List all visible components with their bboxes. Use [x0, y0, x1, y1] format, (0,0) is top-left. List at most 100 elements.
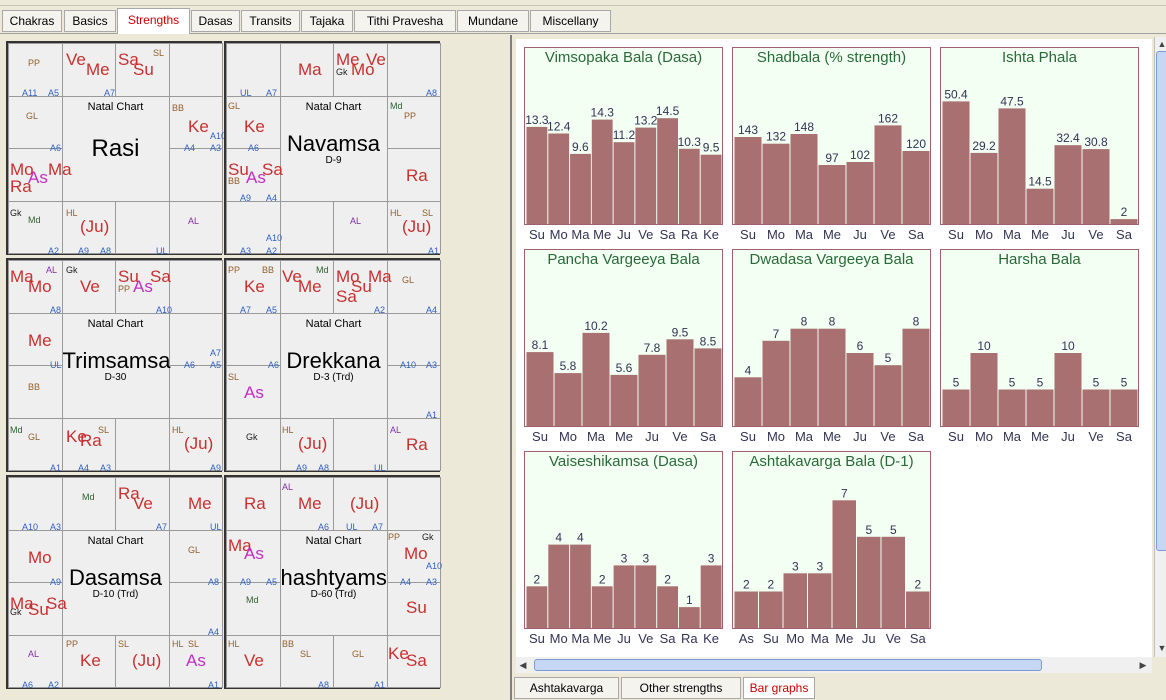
chart-hashtyams[interactable]: Natal Chart hashtyams D-60 (Trd) Ra AL Me (Ju)… — [224, 475, 442, 690]
bar-value-label: 2 — [743, 578, 750, 592]
bar-category-label: Ve — [886, 631, 901, 646]
bottom-tab-other-strengths[interactable]: Other strengths — [621, 677, 741, 699]
tab-tithi-pravesha[interactable]: Tithi Pravesha — [354, 10, 456, 32]
chart-house-cell[interactable] — [226, 529, 281, 583]
chart-house-cell[interactable] — [168, 148, 223, 202]
chart-drekkana[interactable]: Natal Chart Drekkana D-3 (Trd) PP BB Ke Ve Md Me… — [224, 258, 441, 473]
chart-house-cell[interactable] — [8, 634, 63, 688]
chart-house-cell[interactable] — [61, 477, 116, 531]
chart-house-cell[interactable] — [8, 312, 63, 366]
chart-trimsamsa[interactable]: Natal Chart Trimsamsa D-30 Ma AL Mo Gk Ve Su Sa PP… — [6, 258, 223, 473]
chart-house-cell[interactable] — [168, 634, 223, 688]
chart-house-cell[interactable] — [168, 529, 223, 583]
arudha-label: A5 — [266, 305, 278, 315]
chart-house-cell[interactable] — [168, 43, 223, 97]
chart-house-cell[interactable] — [386, 312, 441, 366]
scroll-left-icon[interactable]: ◀ — [519, 660, 527, 670]
chart-rasi[interactable]: Natal Chart Rasi PP Ve Me Sa Su SL A11 A5 A7 GL BB Ke… — [6, 41, 226, 256]
upagraha-label: GL — [402, 275, 415, 285]
chart-house-cell[interactable] — [386, 200, 441, 254]
upagraha-label: BB — [228, 176, 241, 186]
chart-house-cell[interactable] — [8, 200, 63, 254]
chart-house-cell[interactable] — [333, 43, 388, 97]
chart-house-cell[interactable] — [61, 417, 116, 471]
bar — [902, 328, 930, 426]
chart-navamsa[interactable]: Natal Chart Navamsa D-9 Ma Me Ve Gk Mo UL A7 A8 GL K… — [224, 41, 441, 256]
bar — [700, 565, 722, 628]
chart-house-cell[interactable] — [279, 477, 334, 531]
planet-label: Ke — [188, 117, 209, 136]
chart-house-cell[interactable] — [386, 148, 441, 202]
chart-house-cell[interactable] — [226, 417, 281, 471]
planet-label: Mo — [404, 544, 428, 563]
chart-house-cell[interactable] — [279, 260, 334, 314]
chart-dasamsa[interactable]: Natal Chart Dasamsa D-10 (Trd) Md Ra Ve Me A10 A… — [6, 475, 223, 690]
bar-value-label: 13.2 — [634, 114, 658, 128]
chart-house-cell[interactable] — [8, 417, 63, 471]
tab-dasas[interactable]: Dasas — [191, 10, 240, 32]
horizontal-scrollbar[interactable]: ◀ ▶ — [516, 657, 1152, 673]
tab-tajaka[interactable]: Tajaka — [301, 10, 353, 32]
bar-category-label: Sa — [1116, 227, 1133, 242]
bar-category-label: Ve — [638, 227, 653, 242]
chart-house-cell[interactable] — [279, 200, 334, 254]
scroll-right-icon[interactable]: ▶ — [1139, 660, 1147, 670]
chart-house-cell[interactable] — [8, 95, 63, 149]
planet-label: As — [244, 544, 264, 563]
chart-house-cell[interactable] — [115, 634, 170, 688]
chart-house-cell[interactable] — [115, 477, 170, 531]
chart-title: Natal Chart — [305, 534, 362, 547]
tab-strengths[interactable]: Strengths — [117, 8, 190, 34]
bar — [613, 565, 635, 628]
bottom-tab-ashtakavarga[interactable]: Ashtakavarga — [514, 677, 619, 699]
chart-house-cell[interactable] — [386, 529, 441, 583]
chart-house-cell[interactable] — [226, 477, 281, 531]
scroll-down-icon[interactable]: ▼ — [1157, 643, 1166, 653]
chart-center: Natal Chart hashtyams D-60 (Trd) — [279, 529, 388, 636]
tab-chakras[interactable]: Chakras — [2, 10, 62, 32]
chart-house-cell[interactable] — [333, 260, 388, 314]
chart-house-cell[interactable] — [168, 200, 223, 254]
chart-house-cell[interactable] — [168, 582, 223, 636]
bar — [526, 126, 548, 224]
chart-house-cell[interactable] — [226, 200, 281, 254]
bottom-tab-bar-graphs[interactable]: Bar graphs — [743, 677, 815, 699]
chart-house-cell[interactable] — [386, 365, 441, 419]
bar-category-label: Mo — [550, 631, 568, 646]
chart-house-cell[interactable] — [279, 43, 334, 97]
chart-house-cell[interactable] — [226, 634, 281, 688]
arudha-label: A2 — [374, 305, 386, 315]
chart-house-cell[interactable] — [168, 417, 223, 471]
chart-house-cell[interactable] — [226, 582, 281, 636]
chart-house-cell[interactable] — [115, 417, 170, 471]
scroll-up-icon[interactable]: ▲ — [1157, 39, 1166, 49]
chart-house-cell[interactable] — [115, 200, 170, 254]
chart-house-cell[interactable] — [386, 634, 441, 688]
vertical-scrollbar[interactable]: ▲ ▼ — [1154, 37, 1166, 657]
chart-house-cell[interactable] — [168, 477, 223, 531]
chart-house-cell[interactable] — [386, 95, 441, 149]
chart-house-cell[interactable] — [386, 417, 441, 471]
chart-house-cell[interactable] — [8, 582, 63, 636]
arudha-label: A11 — [22, 88, 38, 98]
chart-house-cell[interactable] — [226, 312, 281, 366]
bar-category-label: Ju — [1061, 429, 1075, 444]
chart-house-cell[interactable] — [8, 365, 63, 419]
chart-house-cell[interactable] — [333, 477, 388, 531]
horizontal-scroll-thumb[interactable] — [534, 659, 1042, 671]
tab-mundane[interactable]: Mundane — [457, 10, 529, 32]
chart-house-cell[interactable] — [333, 417, 388, 471]
tab-basics[interactable]: Basics — [64, 10, 116, 32]
tab-miscellany[interactable]: Miscellany — [530, 10, 611, 32]
bar-graph-title: Vaiseshikamsa (Dasa) — [549, 453, 698, 470]
chart-house-cell[interactable] — [168, 365, 223, 419]
tab-transits[interactable]: Transits — [241, 10, 300, 32]
vertical-scroll-thumb[interactable] — [1156, 51, 1166, 551]
chart-house-cell[interactable] — [226, 95, 281, 149]
arudha-label: A10 — [400, 360, 417, 370]
chart-house-cell[interactable] — [386, 477, 441, 531]
chart-house-cell[interactable] — [386, 260, 441, 314]
chart-house-cell[interactable] — [333, 200, 388, 254]
chart-house-cell[interactable] — [168, 260, 223, 314]
arudha-label: A5 — [210, 360, 222, 370]
